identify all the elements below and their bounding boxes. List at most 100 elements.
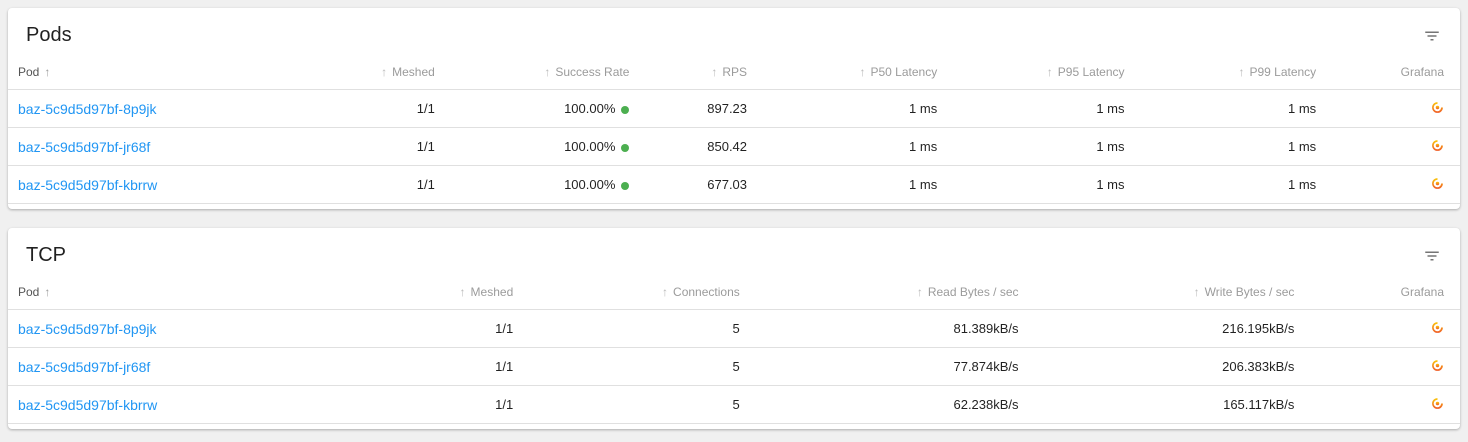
column-header-p95-latency[interactable]: ↑ P95 Latency — [953, 59, 1141, 90]
filter-button[interactable] — [1418, 22, 1446, 50]
grafana-link[interactable] — [1431, 321, 1444, 334]
grafana-link[interactable] — [1431, 177, 1444, 190]
cell-value: 5 — [732, 321, 740, 336]
cell-value: 5 — [732, 359, 740, 374]
cell-p95-latency: 1 ms — [953, 89, 1141, 128]
column-label: Write Bytes / sec — [1204, 285, 1295, 299]
column-label: Connections — [673, 285, 740, 299]
cell-write-bytes-sec: 206.383kB/s — [1034, 347, 1311, 386]
cell-rps: 897.23 — [645, 89, 764, 128]
cell-value: 81.389kB/s — [953, 321, 1019, 336]
cell-grafana — [1310, 347, 1460, 386]
cell-pod: baz-5c9d5d97bf-jr68f — [8, 127, 299, 166]
table-row: baz-5c9d5d97bf-8p9jk 1/1 5 81.389kB/s 216.19… — [8, 309, 1460, 348]
cell-write-bytes-sec: 165.117kB/s — [1034, 385, 1311, 424]
column-header-p50-latency[interactable]: ↑ P50 Latency — [763, 59, 954, 90]
pod-link[interactable]: baz-5c9d5d97bf-jr68f — [18, 358, 151, 375]
column-header-read-bytes-sec[interactable]: ↑ Read Bytes / sec — [755, 279, 1035, 310]
column-label: Grafana — [1400, 285, 1444, 299]
success-rate-value: 100.00% — [564, 101, 616, 116]
cell-meshed: 1/1 — [298, 127, 451, 166]
table-row: baz-5c9d5d97bf-kbrrw 1/1 100.00% 677.03 1 ms… — [8, 165, 1460, 204]
grafana-link[interactable] — [1431, 359, 1444, 372]
cell-pod: baz-5c9d5d97bf-8p9jk — [8, 309, 313, 348]
sort-arrow-icon: ↑ — [859, 65, 866, 79]
cell-pod: baz-5c9d5d97bf-kbrrw — [8, 385, 313, 424]
pod-link[interactable]: baz-5c9d5d97bf-8p9jk — [18, 320, 157, 337]
page-title: TCP — [26, 244, 66, 266]
cell-meshed: 1/1 — [298, 165, 451, 204]
pod-link[interactable]: baz-5c9d5d97bf-jr68f — [18, 138, 151, 155]
cell-p95-latency: 1 ms — [953, 165, 1141, 204]
success-dot — [621, 105, 630, 114]
cell-grafana — [1332, 89, 1460, 128]
sort-arrow-icon: ↑ — [1193, 285, 1200, 299]
cell-value: 677.03 — [707, 177, 748, 192]
cell-connections: 5 — [529, 347, 756, 386]
cell-pod: baz-5c9d5d97bf-kbrrw — [8, 165, 299, 204]
cell-value: 1 ms — [909, 139, 938, 154]
column-header-pod[interactable]: Pod ↑ — [8, 279, 313, 310]
column-label: Meshed — [470, 285, 514, 299]
cell-grafana — [1310, 385, 1460, 424]
grafana-link[interactable] — [1431, 101, 1444, 114]
pod-link[interactable]: baz-5c9d5d97bf-kbrrw — [18, 396, 158, 413]
column-label: Grafana — [1400, 65, 1444, 79]
cell-value: 1/1 — [495, 321, 514, 336]
column-header-p99-latency[interactable]: ↑ P99 Latency — [1140, 59, 1333, 90]
cell-pod: baz-5c9d5d97bf-jr68f — [8, 347, 313, 386]
table-row: baz-5c9d5d97bf-jr68f 1/1 100.00% 850.42 1 ms… — [8, 127, 1460, 166]
filter-list-icon — [1423, 247, 1441, 265]
sort-arrow-icon: ↑ — [44, 285, 51, 299]
cell-success-rate: 100.00% — [450, 165, 646, 204]
column-header-meshed[interactable]: ↑ Meshed — [298, 59, 451, 90]
table-row: baz-5c9d5d97bf-kbrrw 1/1 5 62.238kB/s 165.11… — [8, 385, 1460, 424]
column-header-meshed[interactable]: ↑ Meshed — [312, 279, 530, 310]
column-label: Pod — [18, 65, 40, 79]
cell-value: 1 ms — [1096, 139, 1125, 154]
grafana-link[interactable] — [1431, 139, 1444, 152]
pod-link[interactable]: baz-5c9d5d97bf-kbrrw — [18, 176, 158, 193]
cell-value: 1/1 — [495, 397, 514, 412]
cell-value: 165.117kB/s — [1223, 397, 1295, 412]
sort-arrow-icon: ↑ — [544, 65, 551, 79]
cell-write-bytes-sec: 216.195kB/s — [1034, 309, 1311, 348]
pod-link[interactable]: baz-5c9d5d97bf-8p9jk — [18, 100, 157, 117]
success-dot — [621, 143, 630, 152]
column-header-write-bytes-sec[interactable]: ↑ Write Bytes / sec — [1034, 279, 1311, 310]
pods-table: Pod ↑ ↑ Meshed ↑ Success Rate ↑ RPS ↑ P50 Latency… — [8, 59, 1460, 204]
cell-value: 62.238kB/s — [953, 397, 1019, 412]
cell-p99-latency: 1 ms — [1140, 127, 1333, 166]
column-label: P95 Latency — [1057, 65, 1125, 79]
grafana-link[interactable] — [1431, 397, 1444, 410]
cell-value: 1 ms — [1288, 101, 1317, 116]
filter-button[interactable] — [1418, 242, 1446, 270]
column-header-success-rate[interactable]: ↑ Success Rate — [450, 59, 646, 90]
cell-meshed: 1/1 — [312, 347, 530, 386]
grafana-icon — [1431, 397, 1444, 413]
cell-p99-latency: 1 ms — [1140, 89, 1333, 128]
cell-value: 1 ms — [1096, 177, 1125, 192]
table-row: baz-5c9d5d97bf-8p9jk 1/1 100.00% 897.23 1 ms… — [8, 89, 1460, 128]
pods-card: Pods Pod ↑ ↑ Meshed ↑ Success Rate ↑ RPS ↑ P50 La… — [8, 8, 1460, 209]
cell-rps: 677.03 — [645, 165, 764, 204]
sort-arrow-icon: ↑ — [711, 65, 718, 79]
cell-value: 77.874kB/s — [953, 359, 1019, 374]
column-header-connections[interactable]: ↑ Connections — [529, 279, 756, 310]
column-label: P50 Latency — [870, 65, 938, 79]
column-label: Meshed — [392, 65, 435, 79]
cell-read-bytes-sec: 62.238kB/s — [755, 385, 1035, 424]
column-header-pod[interactable]: Pod ↑ — [8, 59, 299, 90]
cell-grafana — [1332, 165, 1460, 204]
tcp-card: TCP Pod ↑ ↑ Meshed ↑ Connections ↑ Read Bytes /… — [8, 228, 1460, 429]
column-label: Pod — [18, 285, 40, 299]
sort-arrow-icon: ↑ — [916, 285, 923, 299]
column-header-rps[interactable]: ↑ RPS — [645, 59, 764, 90]
cell-read-bytes-sec: 81.389kB/s — [755, 309, 1035, 348]
cell-meshed: 1/1 — [312, 385, 530, 424]
success-rate-value: 100.00% — [564, 139, 616, 154]
cell-p50-latency: 1 ms — [763, 165, 954, 204]
grafana-icon — [1431, 321, 1444, 337]
column-header-grafana: Grafana — [1310, 279, 1460, 310]
